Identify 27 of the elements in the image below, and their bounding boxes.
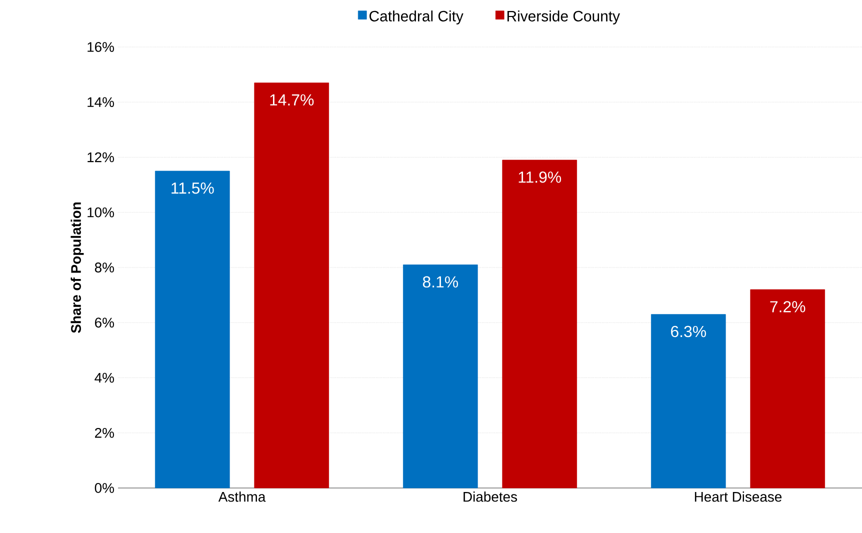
data-label: 14.7% — [270, 94, 314, 106]
x-tick-label: Heart Disease — [694, 492, 782, 502]
bar — [651, 314, 726, 488]
x-tick-label: Diabetes — [464, 492, 518, 502]
bar — [750, 289, 826, 488]
y-tick-label: 8% — [94, 262, 114, 272]
y-tick-label: 2% — [95, 428, 114, 438]
y-tick-label: 6% — [95, 318, 114, 328]
y-tick-label: 0% — [94, 483, 114, 493]
data-label: 8.1% — [422, 276, 458, 288]
data-label: 6.3% — [671, 326, 706, 338]
y-axis-title: Share of Population — [70, 202, 84, 333]
y-tick-label: 10% — [88, 207, 114, 218]
legend-label: Riverside County — [507, 10, 620, 24]
bar — [403, 264, 478, 488]
y-tick-label: 12% — [88, 152, 114, 162]
y-tick-label: 14% — [88, 97, 114, 107]
data-label: 11.9% — [518, 172, 562, 183]
data-label: 7.2% — [770, 301, 806, 312]
bar — [155, 170, 230, 488]
y-tick-label: 16% — [88, 42, 114, 52]
data-label: 11.5% — [172, 182, 214, 194]
y-tick-label: 4% — [94, 372, 114, 383]
x-tick-label: Asthma — [218, 492, 266, 502]
bar — [254, 82, 329, 488]
bar — [502, 160, 578, 488]
legend-label: Cathedral City — [370, 10, 464, 24]
